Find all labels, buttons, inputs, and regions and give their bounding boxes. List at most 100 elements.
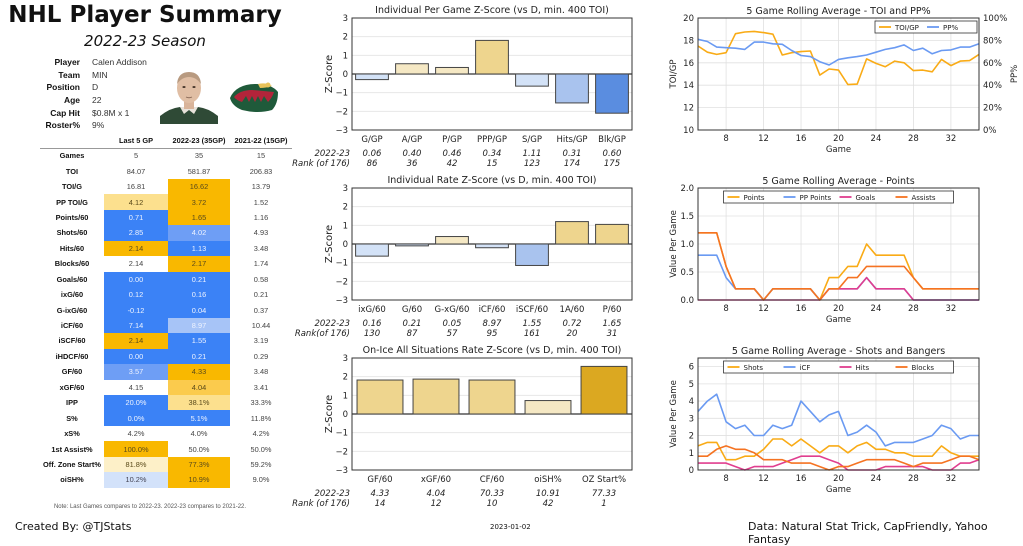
- chart-title: 5 Game Rolling Average - TOI and PP%: [746, 6, 930, 17]
- x-tick-label: iSCF/60: [516, 305, 548, 315]
- stats-row: 1st Assist% 100.0% 50.0% 50.0%: [40, 441, 292, 457]
- stat-value: 20.0%: [104, 395, 168, 411]
- column-header: 2022-23 (35GP): [168, 134, 230, 149]
- info-key: Cap Hit: [50, 107, 80, 118]
- x-tick-label: GF/60: [367, 475, 392, 485]
- y-tick-label: 14: [683, 81, 694, 91]
- stat-value: 0.04: [168, 302, 230, 318]
- stat-value: 1.16: [253, 212, 269, 222]
- stat-value: 1.74: [253, 259, 269, 269]
- y-tick-label: 0.0: [680, 296, 694, 306]
- y-tick-label: 3: [689, 414, 694, 424]
- legend-box: [723, 360, 954, 374]
- y-tick-label: −3: [335, 126, 348, 136]
- stat-label: iSCF/60: [58, 336, 86, 346]
- legend-label: TOI/GP: [894, 24, 919, 32]
- rank-row-label: Rank (of 176): [292, 159, 350, 169]
- series-line-shots: [697, 438, 979, 461]
- season-value: 8.97: [483, 319, 503, 329]
- chart-onice-zscore: On-Ice All Situations Rate Z-Score (vs D…: [292, 345, 633, 509]
- stats-row: xS% 4.2% 4.0% 4.2%: [40, 426, 292, 441]
- info-row-player: Player Calen Addison: [40, 56, 146, 69]
- stat-value: 38.1%: [168, 395, 230, 411]
- x-tick-label: xGF/60: [421, 475, 451, 485]
- stat-value: 8.97: [168, 317, 230, 334]
- x-tick-label: iCF/60: [479, 305, 506, 315]
- rank-value: 130: [364, 329, 380, 339]
- x-tick-label: oiSH%: [534, 475, 561, 485]
- stats-row: Points/60 0.71 1.65 1.16: [40, 209, 292, 226]
- x-tick-label: S/GP: [522, 135, 542, 145]
- y-tick-label: −2: [335, 107, 348, 117]
- rank-value: 20: [567, 329, 578, 339]
- stat-value: 0.12: [104, 286, 168, 303]
- stats-row: G-ixG/60 -0.12 0.04 0.37: [40, 302, 292, 318]
- stat-label: PP TOI/G: [56, 197, 88, 207]
- season-value: 0.60: [603, 149, 622, 159]
- info-row-cap-hit: Cap Hit $0.8M x 1: [40, 106, 147, 119]
- series-line-assists: [698, 231, 979, 301]
- legend-label: Points: [744, 194, 765, 202]
- y-tick-label: 0: [343, 70, 348, 80]
- stat-label: IPP: [66, 398, 78, 408]
- team-logo-icon: [230, 82, 278, 112]
- season-value: 1.11: [523, 149, 542, 159]
- column-header: [40, 134, 104, 149]
- y-tick-label: 1.0: [680, 240, 694, 250]
- stat-label: Off. Zone Start%: [43, 459, 101, 469]
- stat-value: 7.14: [104, 317, 168, 334]
- stat-value: 84.07: [126, 166, 146, 176]
- info-key: Player: [54, 57, 80, 68]
- y-tick-label: 10: [683, 126, 694, 136]
- season-value: 1.65: [603, 319, 622, 329]
- stat-label: oiSH%: [60, 475, 84, 485]
- y-axis-label: Z-Score: [324, 55, 335, 93]
- stat-value: 1.65: [168, 209, 230, 226]
- stat-value: 16.62: [168, 178, 230, 195]
- stat-value: 2.14: [104, 333, 168, 349]
- y-tick-label: 2.0: [680, 184, 694, 194]
- y-axis-label: TOI/GP: [669, 60, 679, 90]
- stats-row: TOI 84.07 581.87 206.83: [40, 163, 292, 178]
- season-value: 77.33: [592, 489, 616, 499]
- x-tick-label: 8: [723, 474, 728, 484]
- rank-value: 42: [447, 159, 458, 169]
- season-value: 70.33: [480, 489, 504, 499]
- x-tick-label: OZ Start%: [582, 475, 626, 485]
- stat-label: iHDCF/60: [55, 351, 89, 361]
- y-tick-label: −2: [335, 447, 348, 457]
- stat-label: Shots/60: [56, 228, 88, 238]
- stats-row: ixG/60 0.12 0.16 0.21: [40, 286, 292, 303]
- stat-value: 50.0%: [250, 444, 272, 454]
- rank-value: 15: [487, 159, 498, 169]
- stat-label: iCF/60: [60, 321, 84, 331]
- series-line-pp-: [697, 38, 980, 66]
- y-tick-label: −1: [335, 259, 348, 269]
- season-value: 0.40: [403, 149, 422, 159]
- info-row-age: Age 22: [40, 94, 147, 107]
- y-tick-label: 4: [689, 397, 694, 407]
- stat-value: 4.15: [128, 382, 144, 392]
- stat-value: 0.21: [253, 290, 269, 300]
- info-row-roster: Roster% 9%: [40, 119, 147, 132]
- rank-value: 1: [601, 499, 606, 509]
- plot-frame: [697, 357, 980, 471]
- info-key: Team: [58, 69, 80, 80]
- player-info: Player Calen Addison Team MIN Position D Ag…: [40, 56, 147, 132]
- x-tick-label: G-xG/60: [435, 305, 470, 315]
- stats-row: iHDCF/60 0.00 0.21 0.29: [40, 348, 292, 365]
- bar-cf-60: [468, 379, 516, 415]
- rank-value: 174: [564, 159, 580, 169]
- stat-value: 0.71: [104, 209, 168, 226]
- x-tick-label: 20: [833, 474, 844, 484]
- stat-value: 10.44: [251, 321, 271, 331]
- x-tick-label: 24: [871, 134, 882, 144]
- stat-value: 4.02: [168, 225, 230, 241]
- season-value: 0.46: [443, 149, 463, 159]
- y-tick-label: −3: [335, 296, 348, 306]
- x-axis-label: Game: [826, 315, 851, 325]
- chart-points-rolling: 5 Game Rolling Average - Points 8 12 16 20 24…: [669, 176, 980, 325]
- x-tick-label: 12: [758, 304, 769, 314]
- stats-row: Shots/60 2.85 4.02 4.93: [40, 225, 292, 241]
- y2-tick-label: 60%: [983, 59, 1002, 69]
